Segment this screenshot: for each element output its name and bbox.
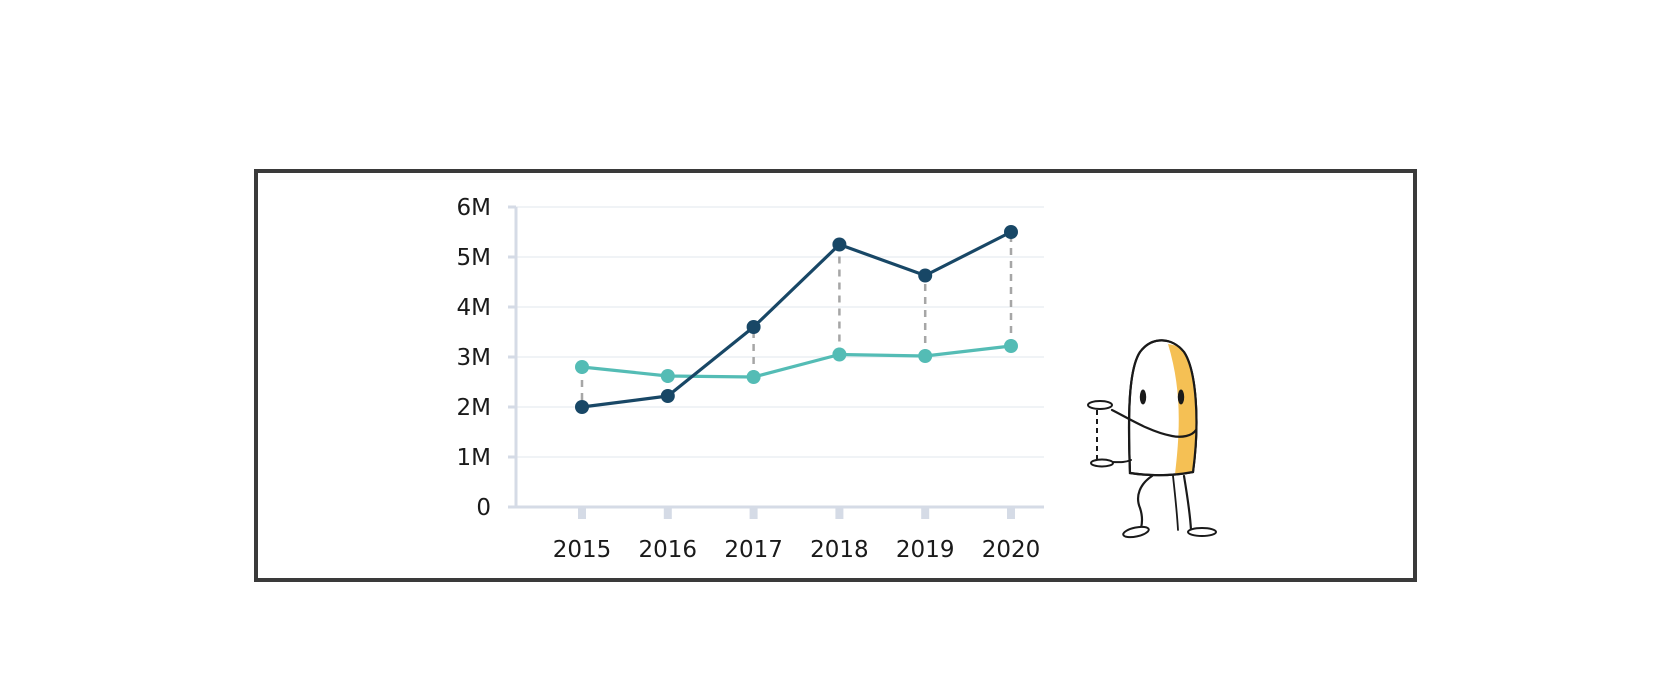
y-tick-label: 5M [457,245,491,271]
mascot-outline [1127,339,1198,477]
data-point-series-1 [832,237,847,252]
data-point-series-1 [660,389,675,403]
mascot-left-eye [1139,389,1147,405]
x-tick-label: 2019 [896,537,955,563]
x-tick-label: 2016 [639,537,698,563]
series-lines [581,230,1012,409]
y-tick-label: 6M [457,195,491,221]
y-tick-label: 2M [457,395,491,421]
x-tick-label: 2017 [724,537,783,563]
data-point-series-0 [746,370,761,384]
x-tick-mark [663,507,672,519]
y-tick-label: 3M [457,345,491,371]
data-point-series-1 [746,320,761,334]
data-point-series-1 [1004,225,1018,239]
y-tick-label: 0 [476,495,491,521]
x-tick-mark [921,507,930,519]
x-tick-label: 2018 [810,537,869,563]
mascot-shading [1168,344,1197,474]
data-point-series-1 [918,268,933,283]
mascot-right-foot [1187,527,1217,537]
gridlines [516,206,1044,458]
x-tick-mark [578,507,586,519]
mascot-lower-arm [1111,459,1132,464]
y-tick-label: 4M [457,295,491,321]
tick-labels: 0 1M 2M 3M 4M 5M 6M 2015 2016 2017 2018 2019 2020 [457,195,1041,563]
mascot-lower-hand [1090,458,1114,468]
mascot-left-leg [1136,474,1154,530]
axes [508,205,1044,519]
data-point-series-0 [1004,339,1018,353]
mascot-right-eye [1177,389,1185,405]
data-point-series-0 [575,360,589,374]
x-tick-mark [1007,507,1015,519]
mascot-right-leg [1182,474,1193,532]
mascot-left-foot [1122,525,1150,539]
x-tick-label: 2015 [553,537,612,563]
data-point-series-0 [918,349,933,363]
y-tick-label: 1M [457,445,491,471]
x-tick-label: 2020 [982,537,1041,563]
x-tick-mark [835,507,844,519]
series-line-0 [581,344,1012,379]
mascot-arm [1110,408,1198,438]
data-points [575,225,1018,414]
series-line-1 [581,230,1012,409]
mascot-right-leg-inner [1172,475,1179,531]
mascot-upper-hand [1087,400,1113,410]
x-tick-mark [749,507,758,519]
data-point-series-0 [660,369,675,383]
data-point-series-1 [575,400,589,414]
data-point-series-0 [832,347,847,362]
